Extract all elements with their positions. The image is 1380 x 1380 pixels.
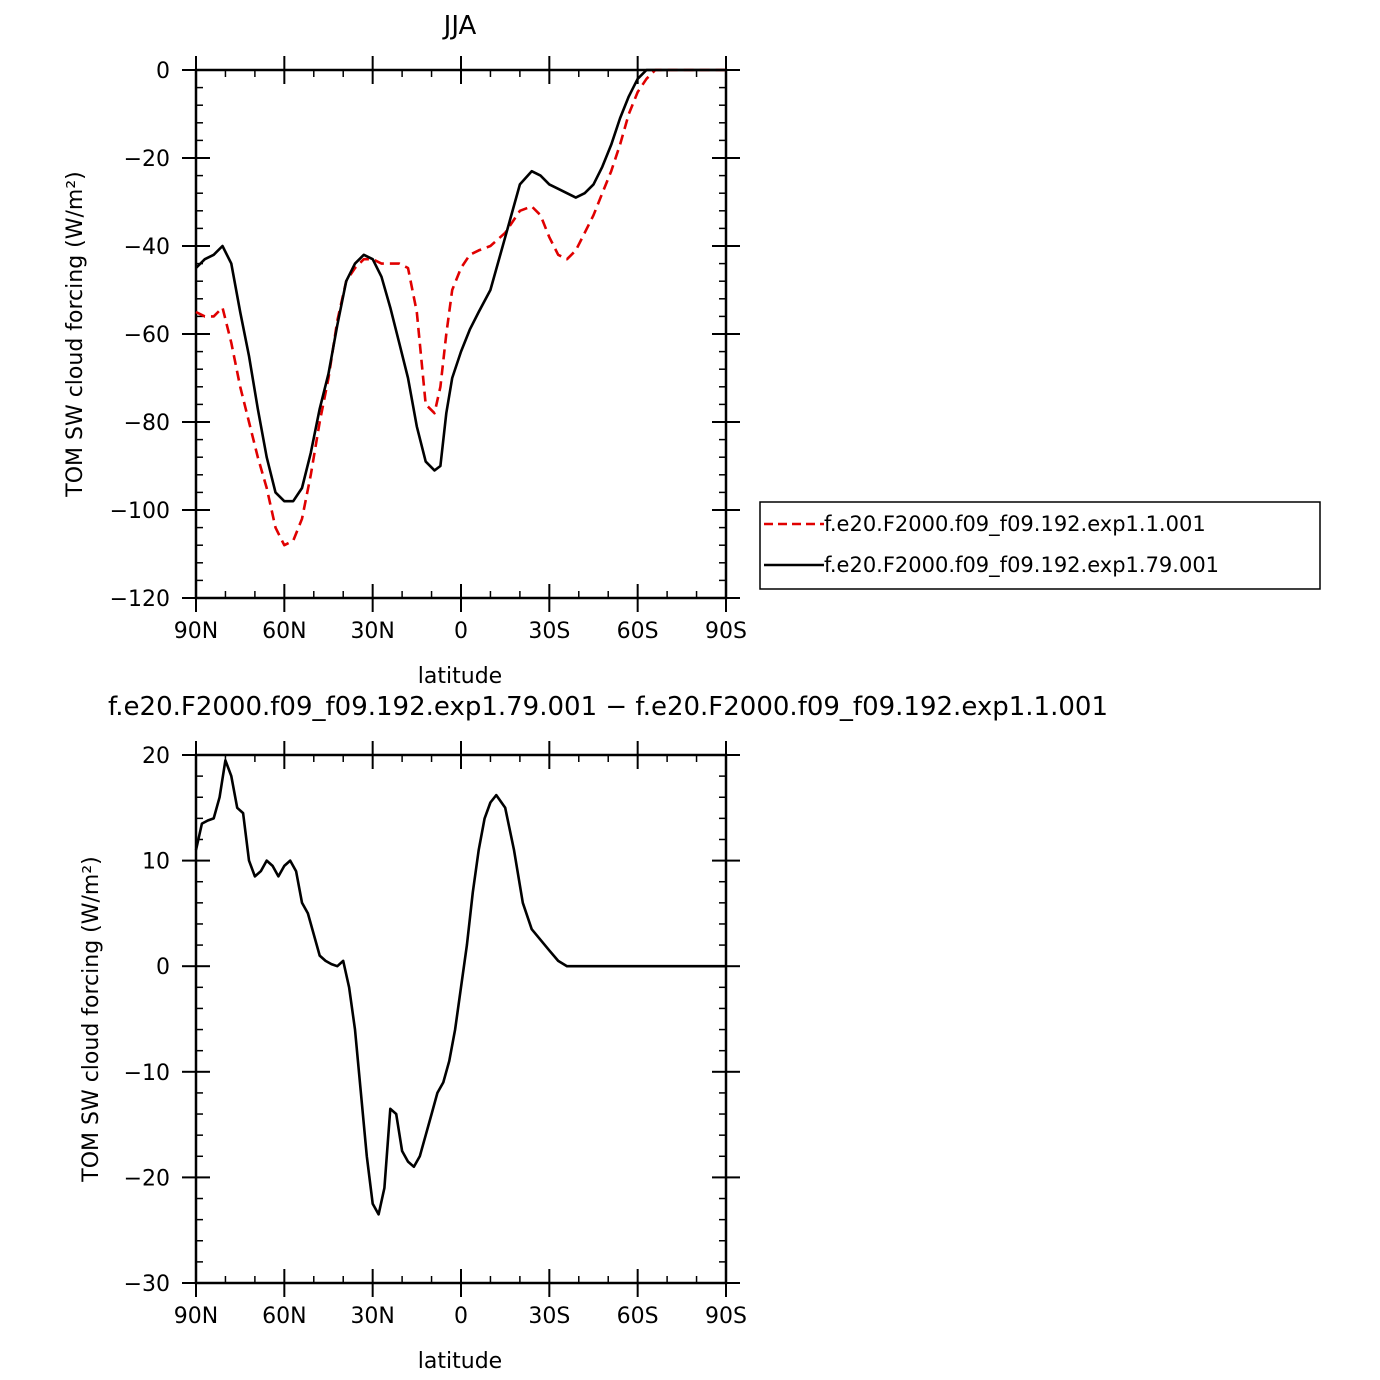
top-x-tick-label: 30S [528,619,570,644]
bottom-axes: 90N 60N 30N 0 30S 60S 90S 20 10 0 −10 −20 −30 [124,741,747,1329]
legend-label-series-1: f.e20.F2000.f09_f09.192.exp1.1.001 [824,512,1206,537]
bottom-panel: f.e20.F2000.f09_f09.192.exp1.79.001 − f.… [79,692,1108,1374]
top-panel: JJA latitude TOM SW cloud forcing (W/m²)… [63,11,747,689]
bottom-series-line-1 [194,759,726,1216]
top-plot-frame [194,68,728,600]
legend-box [759,501,1321,590]
legend-label-series-2: f.e20.F2000.f09_f09.192.exp1.79.001 [824,553,1219,578]
bottom-x-tick-label: 60S [617,1304,659,1329]
bottom-y-axis-label: TOM SW cloud forcing (W/m²) [79,856,104,1182]
top-y-tick-label: −40 [124,235,170,260]
top-x-axis-label: latitude [418,664,502,689]
bottom-x-tick-label: 30S [528,1304,570,1329]
bottom-y-tick-label: −30 [124,1272,170,1297]
top-x-tick-label: 60N [262,619,306,644]
bottom-y-tick-label: −10 [124,1061,170,1086]
legend: f.e20.F2000.f09_f09.192.exp1.1.001 f.e20… [759,501,1321,590]
bottom-x-tick-label: 60N [262,1304,306,1329]
top-y-tick-label: 0 [156,59,170,84]
bottom-y-tick-label: 20 [142,744,170,769]
top-x-tick-label: 0 [454,619,468,644]
bottom-series-group [194,759,726,1216]
bottom-plot-frame [194,753,728,1285]
top-x-tick-label: 90N [174,619,218,644]
bottom-x-axis-label: latitude [418,1349,502,1374]
bottom-x-tick-label: 0 [454,1304,468,1329]
top-x-tick-label: 30N [350,619,394,644]
top-y-tick-label: −80 [124,411,170,436]
bottom-chart-title: f.e20.F2000.f09_f09.192.exp1.79.001 − f.… [108,692,1108,722]
top-y-tick-label: −100 [110,499,170,524]
top-y-tick-label: −60 [124,323,170,348]
top-y-tick-label: −120 [110,587,170,612]
top-x-tick-label: 90S [705,619,747,644]
bottom-y-tick-label: −20 [124,1166,170,1191]
bottom-y-tick-label: 10 [142,850,170,875]
bottom-x-tick-label: 30N [350,1304,394,1329]
bottom-x-tick-label: 90S [705,1304,747,1329]
top-series-line-2 [195,68,726,503]
bottom-x-tick-label: 90N [174,1304,218,1329]
top-series-line-1 [195,68,726,547]
top-series-group [195,68,726,547]
top-y-axis-label: TOM SW cloud forcing (W/m²) [63,171,88,497]
top-axes: 90N 60N 30N 0 30S 60S 90S 0 −20 −40 −60 −80 −100 −120 [110,56,747,644]
top-chart-title: JJA [442,11,477,41]
top-y-tick-label: −20 [124,147,170,172]
bottom-y-tick-label: 0 [156,955,170,980]
top-x-tick-label: 60S [617,619,659,644]
